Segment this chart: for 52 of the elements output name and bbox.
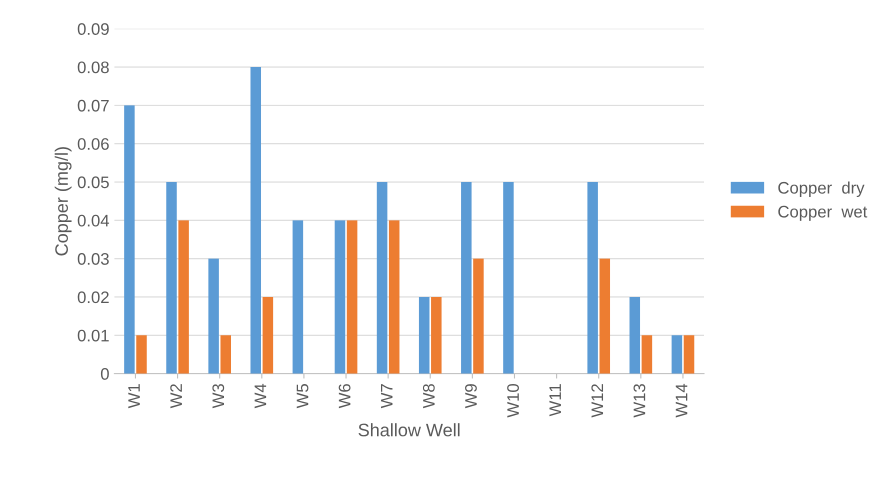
y-tick-label: 0.06 <box>78 138 109 150</box>
bar <box>503 182 514 374</box>
bar <box>388 220 400 374</box>
x-tick-label: W3 <box>212 384 224 408</box>
bar <box>461 182 472 374</box>
legend-label: Copper wet <box>778 206 868 221</box>
x-tick-label: W9 <box>465 384 477 408</box>
x-tick-label: W13 <box>634 384 646 418</box>
y-tick-label: 0.04 <box>78 214 110 227</box>
bar <box>262 296 274 374</box>
y-tick-label: 0.03 <box>78 253 109 265</box>
bar <box>220 335 232 374</box>
x-tick-label: W10 <box>507 384 519 418</box>
bar <box>292 220 304 374</box>
bar <box>208 258 219 374</box>
x-tick-label: W6 <box>338 384 351 408</box>
bar <box>431 296 442 374</box>
bar <box>684 335 694 374</box>
bar <box>178 220 189 374</box>
x-tick-label: W1 <box>128 384 140 408</box>
bar <box>136 335 147 374</box>
x-tick-label: W2 <box>170 384 182 408</box>
y-tick-label: 0 <box>100 368 109 380</box>
y-tick-label: 0.07 <box>78 100 109 112</box>
x-tick-label: W5 <box>296 384 308 408</box>
bar <box>630 296 640 374</box>
bar <box>124 105 135 374</box>
bar <box>334 220 346 374</box>
y-tick-label: 0.05 <box>78 176 109 188</box>
x-tick-label: W14 <box>676 384 688 418</box>
bar <box>166 182 177 374</box>
x-tick-label: W11 <box>549 384 561 416</box>
y-tick-label: 0.02 <box>78 291 109 304</box>
bar <box>672 335 682 374</box>
bar <box>473 258 484 374</box>
bar <box>250 67 262 374</box>
y-tick-label: 0.08 <box>78 61 109 74</box>
y-axis-title: Copper (mg/l) <box>54 147 72 256</box>
bar <box>600 258 610 374</box>
bar <box>587 182 598 374</box>
bar <box>642 335 652 374</box>
legend-label: Copper dry <box>778 181 865 198</box>
bar <box>346 220 358 374</box>
bar <box>418 296 430 374</box>
x-tick-label: W4 <box>254 384 266 408</box>
x-axis-title: Shallow Well <box>358 423 460 436</box>
x-tick-label: W7 <box>380 384 392 408</box>
y-tick-label: 0.09 <box>78 23 109 35</box>
y-tick-label: 0.01 <box>78 330 109 342</box>
x-tick-label: W12 <box>591 384 604 418</box>
x-tick-label: W8 <box>422 384 435 408</box>
bar <box>376 182 388 374</box>
